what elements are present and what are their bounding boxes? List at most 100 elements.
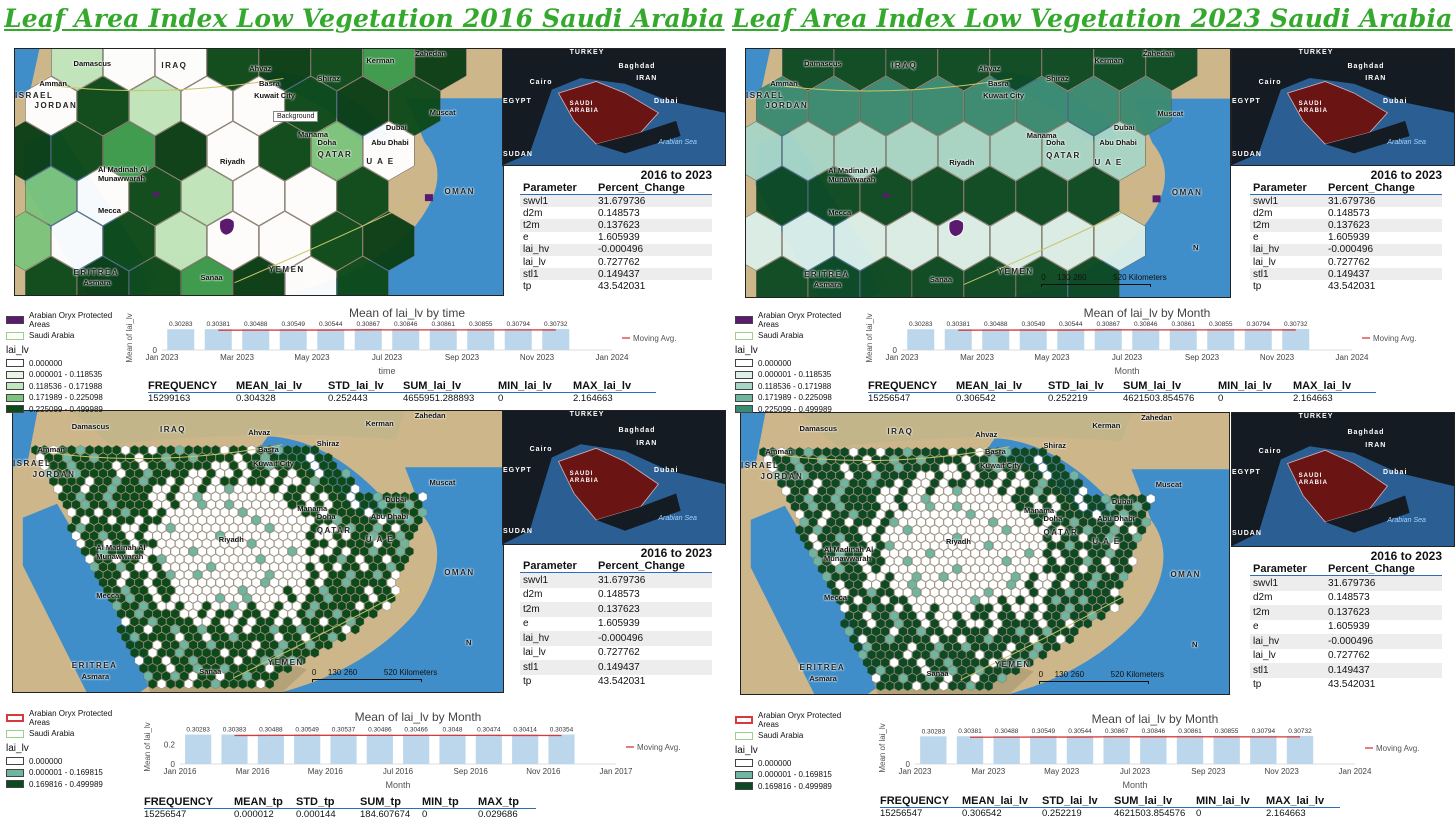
hex-cell bbox=[418, 491, 428, 502]
legend-class: 0.000000 bbox=[735, 358, 858, 370]
hex-map-2016-fine[interactable]: Damascus IRAQ Ahvaz Kerman Zahedan Amman Basra… bbox=[12, 410, 504, 693]
hex-cell bbox=[907, 485, 917, 497]
hex-cell bbox=[1033, 579, 1043, 590]
hex-cell bbox=[364, 585, 374, 596]
param-row: e 1.605939 bbox=[1250, 232, 1442, 244]
hex-cell bbox=[1060, 610, 1070, 621]
hex-cell bbox=[166, 460, 175, 471]
hex-cell bbox=[211, 491, 220, 502]
inset-yemen-oman bbox=[1325, 120, 1410, 154]
hex-cell bbox=[386, 546, 396, 557]
hex-cell bbox=[179, 593, 189, 604]
hex-map-2023-fine[interactable]: Damascus IRAQ Ahvaz Kerman Zahedan Amman Basra… bbox=[740, 412, 1230, 695]
hex-map-2016-coarse[interactable]: Damascus IRAQ Ahvaz Kerman Zahedan Amman Basra… bbox=[14, 48, 504, 296]
param-table-br: 2016 to 2023 Parameter Percent_Change swv… bbox=[1250, 549, 1442, 692]
hex-cell bbox=[997, 641, 1007, 653]
hex-cell bbox=[885, 571, 894, 582]
stats-value: 15256547 bbox=[880, 808, 923, 819]
hex-cell bbox=[1024, 548, 1034, 559]
hex-cell bbox=[1051, 485, 1061, 497]
legend-text: 0.000001 - 0.169815 bbox=[29, 768, 103, 778]
hex-cell bbox=[359, 515, 369, 526]
hex-cell bbox=[993, 556, 1002, 567]
inset-label-egypt: EGYPT bbox=[503, 97, 532, 105]
hex-cell bbox=[1096, 532, 1106, 543]
hex-cell bbox=[233, 608, 243, 619]
hex-cell bbox=[256, 491, 265, 502]
hex-cell bbox=[157, 585, 166, 596]
hex-cell bbox=[94, 569, 103, 580]
hex-cell bbox=[274, 507, 284, 518]
hex-map-2023-coarse[interactable]: Damascus IRAQ Ahvaz Kerman Zahedan Amman Basra… bbox=[745, 48, 1231, 298]
hex-cell bbox=[355, 522, 365, 534]
hex-cell bbox=[970, 454, 980, 465]
hex-cell bbox=[278, 499, 288, 510]
hex-cell bbox=[1093, 49, 1146, 91]
hex-cell bbox=[116, 499, 126, 510]
hex-cell bbox=[269, 639, 279, 651]
hex-cell bbox=[202, 476, 211, 487]
hex-cell bbox=[961, 454, 971, 465]
hex-cell bbox=[224, 483, 234, 495]
hex-cell bbox=[229, 491, 238, 502]
param-value: 31.679736 bbox=[1328, 577, 1376, 589]
hex-cell bbox=[849, 478, 858, 489]
hex-cell bbox=[925, 610, 935, 621]
hex-cell bbox=[979, 626, 989, 637]
hex-cell bbox=[148, 554, 157, 565]
hex-cell bbox=[1060, 548, 1070, 559]
hex-cell bbox=[867, 446, 876, 458]
hex-cell bbox=[912, 602, 921, 614]
hex-cell bbox=[350, 577, 360, 588]
hex-cell bbox=[391, 569, 401, 580]
hex-cell bbox=[970, 579, 980, 590]
city-label-jordan: JORDAN bbox=[760, 472, 804, 481]
hex-cell bbox=[336, 256, 389, 295]
hex-cell bbox=[907, 501, 917, 512]
hex-cell bbox=[184, 569, 193, 580]
city-label-madinah: Al Madinah Al Munawwarah bbox=[823, 545, 874, 564]
hex-cell bbox=[332, 593, 342, 604]
hex-cell bbox=[786, 462, 795, 473]
hex-cell bbox=[116, 452, 126, 463]
stats-values: 15299163 0.304328 0.252443 4655951.288893 0 2… bbox=[148, 393, 656, 404]
param-name: t2m bbox=[523, 219, 540, 231]
hex-cell bbox=[274, 460, 284, 471]
param-table-bl: 2016 to 2023 Parameter Percent_Change swv… bbox=[520, 546, 712, 689]
hex-cell bbox=[867, 493, 876, 504]
hex-cell bbox=[215, 452, 225, 463]
hex-cell bbox=[975, 634, 984, 645]
city-label-basra: Basra bbox=[985, 446, 1006, 456]
inset-land bbox=[503, 411, 725, 544]
chart-bar bbox=[257, 734, 284, 764]
hex-cell bbox=[849, 540, 858, 551]
hex-cell bbox=[1119, 509, 1129, 520]
inset-label-egypt: EGYPT bbox=[503, 466, 532, 474]
hex-cell bbox=[179, 546, 189, 557]
hex-cell bbox=[269, 577, 279, 588]
hex-cell bbox=[211, 476, 220, 487]
hex-cell bbox=[1015, 256, 1068, 297]
hex-cell bbox=[1087, 517, 1097, 528]
chart-bar bbox=[1132, 328, 1160, 350]
hex-cell bbox=[975, 556, 984, 567]
hex-cell bbox=[220, 507, 229, 518]
hex-cell bbox=[1092, 587, 1102, 598]
hex-cell bbox=[206, 608, 216, 619]
hex-cell bbox=[912, 649, 921, 660]
hex-cell bbox=[350, 499, 360, 510]
hex-cell bbox=[1051, 579, 1061, 590]
hex-cell bbox=[943, 470, 953, 481]
hex-cell bbox=[287, 515, 297, 526]
hex-cell bbox=[305, 577, 315, 588]
hex-cell bbox=[934, 485, 944, 497]
hex-cell bbox=[247, 678, 256, 690]
hex-cell bbox=[323, 577, 333, 588]
hex-cell bbox=[840, 493, 849, 504]
hex-cell bbox=[1069, 595, 1079, 606]
chart-data-label: 0.30549 bbox=[1022, 321, 1046, 328]
mediterranean bbox=[741, 413, 766, 470]
hex-cell bbox=[170, 671, 180, 682]
param-row: e 1.605939 bbox=[520, 232, 712, 244]
hex-cell bbox=[143, 468, 153, 479]
